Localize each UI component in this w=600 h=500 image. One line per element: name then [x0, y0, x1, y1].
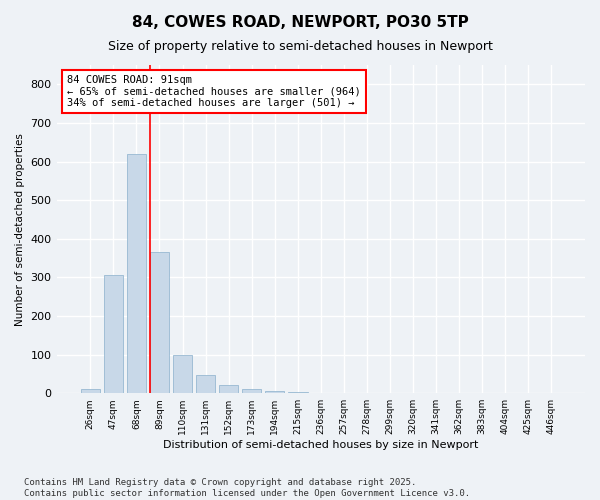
Text: Contains HM Land Registry data © Crown copyright and database right 2025.
Contai: Contains HM Land Registry data © Crown c… — [24, 478, 470, 498]
Bar — [149, 252, 169, 393]
Bar — [127, 154, 146, 393]
Y-axis label: Number of semi-detached properties: Number of semi-detached properties — [15, 132, 25, 326]
Bar — [288, 392, 308, 393]
Bar — [242, 390, 262, 393]
Bar — [265, 392, 284, 393]
X-axis label: Distribution of semi-detached houses by size in Newport: Distribution of semi-detached houses by … — [163, 440, 478, 450]
Bar — [196, 375, 215, 393]
Text: 84, COWES ROAD, NEWPORT, PO30 5TP: 84, COWES ROAD, NEWPORT, PO30 5TP — [131, 15, 469, 30]
Bar — [173, 354, 193, 393]
Bar — [104, 276, 123, 393]
Bar — [219, 386, 238, 393]
Text: Size of property relative to semi-detached houses in Newport: Size of property relative to semi-detach… — [107, 40, 493, 53]
Bar — [80, 390, 100, 393]
Text: 84 COWES ROAD: 91sqm
← 65% of semi-detached houses are smaller (964)
34% of semi: 84 COWES ROAD: 91sqm ← 65% of semi-detac… — [67, 75, 361, 108]
